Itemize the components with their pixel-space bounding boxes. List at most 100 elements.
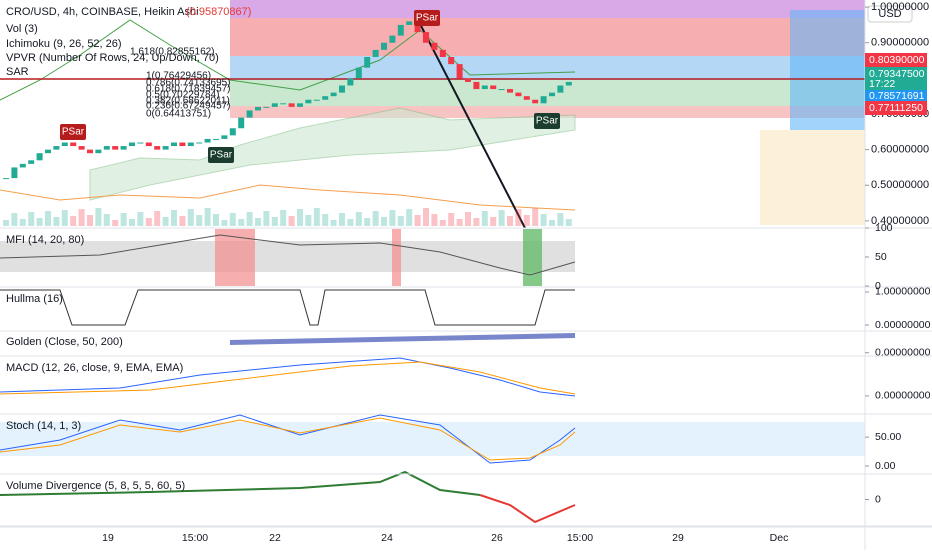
candle bbox=[129, 142, 135, 147]
zones bbox=[0, 0, 932, 229]
volume-bar bbox=[406, 209, 413, 226]
pane-title: MFI (14, 20, 80) bbox=[6, 234, 84, 246]
psar-box bbox=[208, 147, 234, 163]
candle bbox=[120, 146, 127, 150]
golden-lines bbox=[230, 333, 575, 345]
candle bbox=[355, 67, 362, 79]
zone bbox=[230, 56, 865, 80]
volume-bar bbox=[389, 210, 396, 226]
volume-bar bbox=[179, 216, 186, 226]
time-label: 22 bbox=[269, 532, 281, 544]
volume-bar bbox=[288, 216, 295, 226]
fib-label: (0.95870867) bbox=[186, 6, 251, 18]
pane-tick-label: 100 bbox=[875, 222, 893, 234]
volume-bar bbox=[414, 215, 421, 226]
candle bbox=[78, 146, 85, 150]
candle bbox=[313, 99, 320, 101]
fib-label: 0.5(0.70229784) bbox=[146, 90, 219, 101]
fib-label: 0.382(0.68622011) bbox=[146, 96, 230, 107]
fib-label: 0.618(0.71839457) bbox=[146, 84, 231, 95]
candle bbox=[414, 21, 421, 33]
fib-label: 0.786(0.74133695) bbox=[146, 78, 231, 89]
candle bbox=[532, 99, 539, 104]
candle bbox=[372, 49, 379, 57]
legend-item: Ichimoku (9, 26, 52, 26) bbox=[6, 38, 122, 50]
candle bbox=[70, 142, 77, 147]
mfi-line bbox=[0, 234, 576, 276]
price-tag-label: 0.77111250 bbox=[869, 102, 923, 114]
candle bbox=[137, 142, 144, 144]
pane-tick-label: 0.00000000 bbox=[875, 347, 931, 359]
candle bbox=[305, 99, 312, 104]
candle bbox=[565, 81, 572, 86]
pane-title: MACD (12, 26, close, 9, EMA, EMA) bbox=[6, 362, 183, 374]
volume-bar bbox=[431, 214, 438, 226]
candle bbox=[61, 142, 68, 147]
volume-bar bbox=[45, 211, 51, 226]
volume-bar bbox=[129, 219, 135, 226]
pane-tick-label: 0.00000000 bbox=[875, 390, 931, 402]
candle bbox=[406, 21, 413, 25]
macd-line bbox=[0, 357, 576, 397]
legend: CRO/USD, 4h, COINBASE, Heikin Ashi Vol (… bbox=[6, 5, 913, 78]
volume-bar bbox=[473, 218, 480, 226]
candle bbox=[297, 103, 303, 107]
pane-title: Stoch (14, 1, 3) bbox=[6, 420, 81, 432]
volume-bar bbox=[171, 210, 177, 226]
candle bbox=[330, 92, 337, 97]
pane-title: Volume Divergence (5, 8, 5, 5, 60, 5) bbox=[6, 480, 185, 492]
candle bbox=[397, 24, 404, 36]
volume-bar bbox=[540, 214, 547, 226]
volume-bar bbox=[271, 217, 278, 226]
candle bbox=[456, 64, 463, 79]
volume-bar bbox=[229, 213, 236, 226]
volume-bar bbox=[221, 220, 228, 226]
volume-bar bbox=[61, 210, 68, 226]
volume-bar bbox=[439, 220, 446, 226]
ichimoku-cloud bbox=[89, 107, 576, 201]
candle bbox=[162, 146, 169, 150]
candle bbox=[271, 103, 278, 107]
candle bbox=[540, 96, 547, 104]
candle bbox=[339, 85, 345, 93]
legend-item: Vol (3) bbox=[6, 23, 38, 35]
volume-bar bbox=[154, 211, 161, 226]
candle bbox=[95, 149, 102, 154]
volume-bar bbox=[297, 209, 303, 226]
candle bbox=[423, 32, 429, 43]
candle bbox=[229, 128, 236, 136]
volume-bar bbox=[263, 211, 270, 226]
candle bbox=[53, 146, 60, 150]
candle bbox=[154, 146, 161, 150]
time-label: 15:00 bbox=[567, 532, 593, 544]
volume-bar bbox=[19, 219, 26, 226]
candle bbox=[171, 142, 177, 147]
time-label: 24 bbox=[381, 532, 393, 544]
volume-bar bbox=[137, 212, 144, 226]
volume-profile bbox=[790, 10, 865, 130]
candle bbox=[347, 78, 354, 86]
volume-bar bbox=[364, 218, 371, 226]
volume-bar bbox=[465, 212, 471, 226]
price-tag-label: 0.80390000 bbox=[869, 54, 925, 66]
candle bbox=[322, 96, 329, 100]
volume-ma bbox=[0, 184, 576, 211]
volume-bar bbox=[507, 216, 513, 226]
legend-item: VPVR (Number Of Rows, 24, Up/Down, 70) bbox=[6, 52, 219, 64]
candle bbox=[288, 103, 295, 107]
psar-label: PSar bbox=[536, 116, 559, 127]
signal-line bbox=[0, 361, 576, 395]
volume-bar bbox=[204, 208, 211, 226]
volume-bar bbox=[11, 213, 18, 226]
volume-bar bbox=[53, 217, 60, 226]
pane-title: Golden (Close, 50, 200) bbox=[6, 336, 123, 348]
pane-title: Hullma (16) bbox=[6, 293, 63, 305]
candle bbox=[473, 81, 480, 90]
candle bbox=[431, 42, 438, 50]
stoch-band bbox=[0, 422, 865, 456]
volume-bar bbox=[238, 219, 245, 226]
volume-bar bbox=[3, 220, 9, 226]
countdown-box bbox=[865, 78, 927, 90]
candle bbox=[112, 146, 119, 150]
pane-tick-label: 50 bbox=[875, 251, 887, 263]
